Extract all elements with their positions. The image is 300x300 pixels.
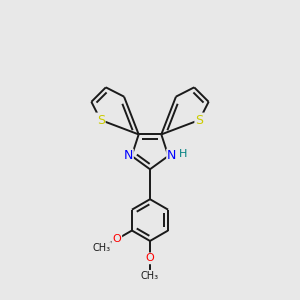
Text: S: S — [195, 113, 203, 127]
Text: O: O — [112, 234, 121, 244]
Text: CH₃: CH₃ — [141, 271, 159, 281]
Text: CH₃: CH₃ — [93, 243, 111, 253]
Text: O: O — [146, 253, 154, 263]
Text: S: S — [97, 113, 105, 127]
Text: N: N — [167, 149, 177, 163]
Text: H: H — [178, 149, 187, 160]
Text: N: N — [123, 149, 133, 163]
